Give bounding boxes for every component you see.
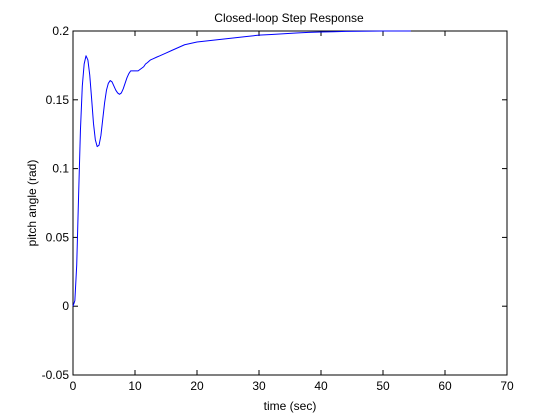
x-tick-label: 70 (500, 379, 514, 393)
plot-area (72, 30, 508, 376)
x-tick-label: 60 (438, 379, 452, 393)
y-tick-label: -0.05 (42, 368, 70, 382)
y-tick-label: 0 (62, 299, 69, 313)
step-response-line (72, 30, 411, 307)
x-axis-label: time (sec) (264, 399, 317, 413)
y-tick-label: 0.05 (46, 230, 70, 244)
x-tick-label: 50 (376, 379, 390, 393)
x-tick-label: 10 (128, 379, 142, 393)
y-tick-label: 0.15 (46, 93, 70, 107)
chart-title: Closed-loop Step Response (214, 11, 364, 25)
x-tick-label: 40 (314, 379, 328, 393)
x-tick-label: 0 (70, 379, 77, 393)
y-tick-label: 0.2 (52, 24, 69, 38)
x-tick-label: 20 (190, 379, 204, 393)
y-axis-label: pitch angle (rad) (25, 160, 39, 247)
x-tick-label: 30 (252, 379, 266, 393)
y-tick-label: 0.1 (52, 162, 69, 176)
